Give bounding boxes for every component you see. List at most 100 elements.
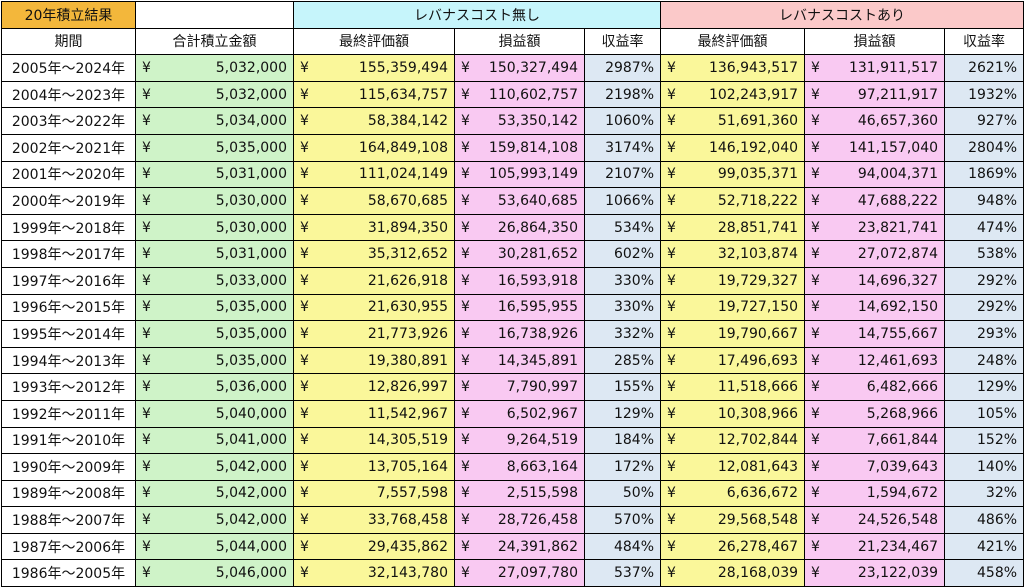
period-cell: 1995年〜2014年 (1, 320, 136, 348)
total-cell: ¥5,035,000 (135, 133, 294, 162)
nc-final-cell: ¥7,557,598 (293, 479, 455, 508)
yen-symbol: ¥ (667, 113, 676, 130)
total-cell: ¥5,030,000 (135, 187, 294, 215)
c-final-cell: ¥28,851,741 (660, 213, 806, 242)
amount-value: 5,046,000 (215, 565, 287, 582)
yen-symbol: ¥ (667, 299, 676, 316)
nc-final-cell: ¥164,849,108 (293, 133, 455, 162)
amount-value: 94,004,371 (857, 166, 939, 183)
c-rate-cell: 458% (944, 559, 1024, 587)
c-pl-cell: ¥27,072,874 (804, 240, 946, 268)
amount-value: 19,729,327 (717, 272, 799, 289)
period-cell: 1997年〜2016年 (1, 266, 136, 295)
table-row: 1987年〜2006年 ¥5,044,000 ¥29,435,862 ¥24,391,… (1, 532, 1024, 561)
c-rate-cell: 486% (944, 506, 1024, 534)
amount-value: 5,035,000 (215, 299, 287, 316)
c-rate-cell: 140% (944, 453, 1024, 481)
total-cell: ¥5,041,000 (135, 426, 294, 455)
nc-rate-cell: 155% (583, 373, 662, 401)
c-pl-cell: ¥94,004,371 (804, 160, 946, 189)
amount-value: 105,993,149 (488, 166, 578, 183)
yen-symbol: ¥ (461, 405, 470, 422)
yen-symbol: ¥ (300, 192, 309, 209)
yen-symbol: ¥ (667, 485, 676, 502)
amount-value: 21,234,467 (857, 538, 939, 555)
table-body: 2005年〜2024年 ¥5,032,000 ¥155,359,494 ¥150,32… (1, 54, 1024, 587)
nc-final-cell: ¥33,768,458 (293, 506, 455, 534)
period-cell: 1991年〜2010年 (1, 426, 136, 455)
yen-symbol: ¥ (142, 512, 151, 529)
nc-pl-cell: ¥2,515,598 (454, 479, 585, 508)
amount-value: 23,122,039 (857, 565, 939, 582)
yen-symbol: ¥ (667, 565, 676, 582)
amount-value: 5,031,000 (215, 246, 287, 263)
yen-symbol: ¥ (811, 485, 820, 502)
nc-final-cell: ¥35,312,652 (293, 240, 455, 268)
total-cell: ¥5,042,000 (135, 479, 294, 508)
amount-value: 5,042,000 (215, 512, 287, 529)
total-cell: ¥5,036,000 (135, 373, 294, 401)
amount-value: 5,035,000 (215, 139, 287, 156)
nc-pl-cell: ¥8,663,164 (454, 453, 585, 481)
amount-value: 14,305,519 (367, 432, 448, 449)
yen-symbol: ¥ (461, 139, 470, 156)
total-cell: ¥5,032,000 (135, 54, 294, 82)
c-rate-cell: 292% (944, 293, 1024, 322)
period-cell: 1996年〜2015年 (1, 293, 136, 322)
table-row: 1990年〜2009年 ¥5,042,000 ¥13,705,164 ¥8,663,1… (1, 453, 1024, 481)
yen-symbol: ¥ (811, 272, 820, 289)
amount-value: 131,911,517 (848, 59, 939, 76)
amount-value: 14,345,891 (497, 352, 578, 369)
amount-value: 26,278,467 (717, 538, 799, 555)
nc-pl-cell: ¥6,502,967 (454, 399, 585, 428)
c-final-cell: ¥19,790,667 (660, 320, 806, 348)
amount-value: 17,496,693 (717, 352, 799, 369)
yen-symbol: ¥ (811, 166, 820, 183)
yen-symbol: ¥ (142, 458, 151, 475)
yen-symbol: ¥ (461, 192, 470, 209)
c-final-cell: ¥28,168,039 (660, 559, 806, 587)
c-pl-cell: ¥24,526,548 (804, 506, 946, 534)
yen-symbol: ¥ (300, 538, 309, 555)
yen-symbol: ¥ (142, 192, 151, 209)
c-rate-cell: 538% (944, 240, 1024, 268)
amount-value: 28,168,039 (717, 565, 799, 582)
nc-final-cell: ¥12,826,997 (293, 373, 455, 401)
yen-symbol: ¥ (667, 405, 676, 422)
c-pl-cell: ¥23,122,039 (804, 559, 946, 587)
nc-pl-cell: ¥14,345,891 (454, 346, 585, 375)
yen-symbol: ¥ (461, 565, 470, 582)
yen-symbol: ¥ (461, 458, 470, 475)
yen-symbol: ¥ (300, 86, 309, 103)
amount-value: 7,661,844 (866, 432, 939, 449)
c-final-cell: ¥12,081,643 (660, 453, 806, 481)
amount-value: 7,790,997 (506, 379, 578, 396)
nc-pl-cell: ¥105,993,149 (454, 160, 585, 189)
period-cell: 2005年〜2024年 (1, 54, 136, 82)
yen-symbol: ¥ (142, 432, 151, 449)
yen-symbol: ¥ (667, 86, 676, 103)
table-row: 1994年〜2013年 ¥5,035,000 ¥19,380,891 ¥14,345,… (1, 346, 1024, 375)
yen-symbol: ¥ (300, 219, 309, 236)
yen-symbol: ¥ (142, 86, 151, 103)
c-final-cell: ¥12,702,844 (660, 426, 806, 455)
yen-symbol: ¥ (142, 139, 151, 156)
nc-final-cell: ¥21,630,955 (293, 293, 455, 322)
yen-symbol: ¥ (811, 538, 820, 555)
yen-symbol: ¥ (300, 565, 309, 582)
amount-value: 5,030,000 (215, 192, 287, 209)
c-rate-cell: 927% (944, 107, 1024, 135)
nc-rate-cell: 484% (583, 532, 662, 561)
amount-value: 27,097,780 (497, 565, 578, 582)
c-final-cell: ¥52,718,222 (660, 187, 806, 215)
amount-value: 164,849,108 (358, 139, 448, 156)
nc-rate-cell: 602% (583, 240, 662, 268)
col-c-pl: 損益額 (804, 27, 946, 56)
group-header-20yr: 20年積立結果 (1, 1, 136, 29)
col-nc-pl: 損益額 (454, 27, 585, 56)
c-pl-cell: ¥7,039,643 (804, 453, 946, 481)
total-cell: ¥5,033,000 (135, 266, 294, 295)
total-cell: ¥5,040,000 (135, 399, 294, 428)
yen-symbol: ¥ (461, 59, 470, 76)
nc-pl-cell: ¥27,097,780 (454, 559, 585, 587)
